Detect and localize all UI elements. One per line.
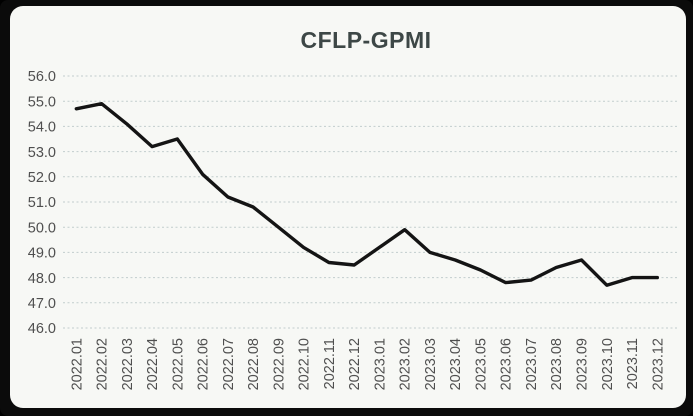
x-axis-tick-label: 2022.01 [69,338,85,390]
y-axis-tick-label: 48.0 [28,271,56,287]
x-axis-tick-label: 2022.08 [246,338,262,390]
x-axis-tick-label: 2022.12 [347,338,363,390]
x-axis-tick-label: 2023.04 [448,338,464,390]
y-axis-tick-label: 54.0 [28,120,56,136]
x-axis-tick-label: 2022.04 [145,338,161,390]
y-axis-tick-label: 51.0 [28,195,56,211]
x-axis-tick-label: 2022.06 [196,338,212,390]
x-axis-tick-label: 2023.07 [524,338,540,390]
y-axis-tick-label: 53.0 [28,145,56,161]
x-axis-tick-label: 2022.03 [120,338,136,390]
chart-title: CFLP-GPMI [301,27,432,53]
x-axis-tick-label: 2023.06 [499,338,515,390]
x-axis-tick-label: 2022.07 [221,338,237,390]
x-axis-tick-label: 2022.02 [95,338,111,390]
x-axis-tick-label: 2023.10 [600,338,616,390]
y-axis-tick-label: 46.0 [28,321,56,337]
y-axis-tick-label: 55.0 [28,94,56,110]
y-axis-labels: 56.0 55.0 54.0 53.0 52.0 51.0 50.0 49.0 48.0 47.0… [28,69,56,337]
x-axis-tick-label: 2022.11 [322,338,338,389]
x-axis-tick-label: 2022.09 [271,338,287,390]
x-axis-tick-label: 2023.01 [372,338,388,390]
x-axis-tick-label: 2023.09 [575,338,591,390]
y-axis-tick-label: 47.0 [28,296,56,312]
x-axis-tick-label: 2022.10 [297,338,313,390]
x-axis-tick-label: 2023.03 [423,338,439,390]
y-axis-tick-label: 56.0 [28,69,56,85]
x-axis-tick-label: 2023.11 [625,338,641,389]
series-line-cflp-gpmi [74,101,659,287]
x-axis-tick-label: 2023.08 [549,338,565,390]
x-axis-labels: 2022.01 2022.02 2022.03 2022.04 2022.05 2022.… [69,338,666,390]
y-axis-tick-label: 52.0 [28,170,56,186]
x-axis-tick-label: 2022.05 [170,338,186,390]
x-axis-tick-label: 2023.12 [650,338,666,390]
y-axis-tick-label: 50.0 [28,220,56,236]
x-axis-tick-label: 2023.05 [473,338,489,390]
y-axis-tick-label: 49.0 [28,246,56,262]
chart-panel [10,6,686,408]
x-axis-tick-label: 2023.02 [398,338,414,390]
